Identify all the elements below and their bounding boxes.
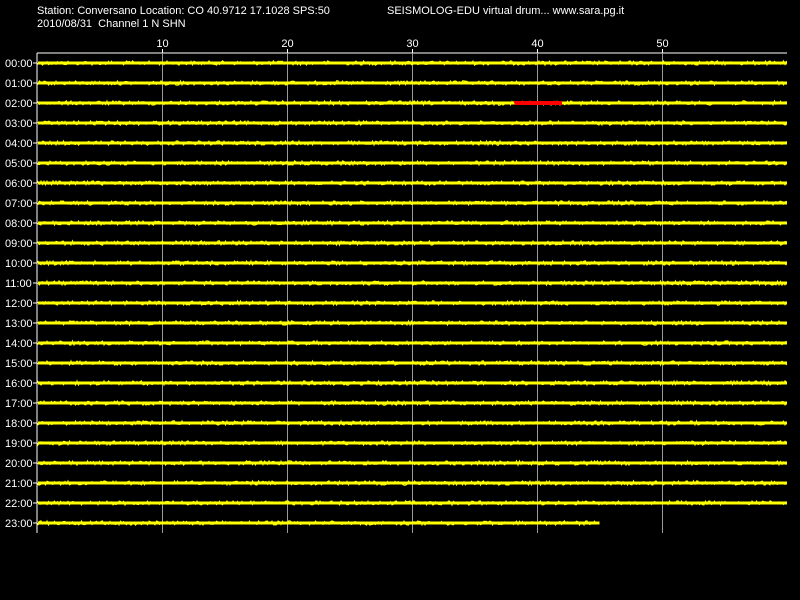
x-tick-label: 20 bbox=[281, 38, 293, 50]
trace-line bbox=[37, 379, 787, 387]
row-time-label: 19:00 bbox=[5, 438, 33, 450]
x-tick-label: 50 bbox=[656, 38, 668, 50]
trace-line bbox=[37, 419, 787, 427]
row-time-label: 21:00 bbox=[5, 478, 33, 490]
row-time-label: 23:00 bbox=[5, 518, 33, 530]
row-time-label: 07:00 bbox=[5, 198, 33, 210]
trace-band bbox=[38, 201, 787, 205]
row-time-label: 05:00 bbox=[5, 158, 33, 170]
station-info: Station: Conversano Location: CO 40.9712… bbox=[37, 5, 330, 17]
row-time-label: 10:00 bbox=[5, 258, 33, 270]
trace-band bbox=[38, 121, 787, 125]
row-time-label: 09:00 bbox=[5, 238, 33, 250]
row-time-label: 18:00 bbox=[5, 418, 33, 430]
trace-line bbox=[37, 159, 787, 167]
trace-line bbox=[37, 319, 787, 327]
x-tick-label: 40 bbox=[531, 38, 543, 50]
trace-line bbox=[37, 199, 787, 207]
row-time-label: 17:00 bbox=[5, 398, 33, 410]
row-time-label: 13:00 bbox=[5, 318, 33, 330]
row-time-label: 16:00 bbox=[5, 378, 33, 390]
trace-line bbox=[37, 99, 787, 107]
row-time-label: 12:00 bbox=[5, 298, 33, 310]
trace-line bbox=[37, 359, 787, 367]
trace-line bbox=[37, 519, 600, 527]
trace-line bbox=[37, 459, 787, 467]
trace-line bbox=[37, 259, 787, 267]
trace-line bbox=[37, 119, 787, 127]
trace-line bbox=[37, 139, 787, 147]
trace-band bbox=[38, 241, 787, 245]
trace-line bbox=[37, 279, 787, 287]
trace-line bbox=[37, 439, 787, 447]
row-time-label: 04:00 bbox=[5, 138, 33, 150]
trace-band bbox=[38, 301, 787, 305]
row-time-label: 15:00 bbox=[5, 358, 33, 370]
trace-line bbox=[37, 179, 787, 187]
trace-band bbox=[38, 281, 787, 285]
row-time-label: 02:00 bbox=[5, 98, 33, 110]
trace-line bbox=[37, 239, 787, 247]
row-time-label: 03:00 bbox=[5, 118, 33, 130]
trace-line bbox=[37, 339, 787, 347]
trace-band bbox=[38, 361, 787, 365]
brand-title: SEISMOLOG-EDU virtual drum... www.sara.p… bbox=[387, 5, 625, 17]
row-time-label: 06:00 bbox=[5, 178, 33, 190]
x-tick-label: 10 bbox=[156, 38, 168, 50]
trace-band bbox=[38, 421, 787, 425]
trace-line bbox=[37, 499, 787, 507]
row-time-label: 14:00 bbox=[5, 338, 33, 350]
trace-band bbox=[38, 141, 787, 145]
trace-band bbox=[38, 341, 787, 345]
x-tick-label: 30 bbox=[406, 38, 418, 50]
trace-band bbox=[38, 61, 787, 65]
row-time-label: 01:00 bbox=[5, 78, 33, 90]
trace-line bbox=[37, 79, 787, 87]
row-time-label: 08:00 bbox=[5, 218, 33, 230]
row-time-label: 20:00 bbox=[5, 458, 33, 470]
trace-band bbox=[38, 441, 787, 445]
row-time-label: 11:00 bbox=[5, 278, 32, 290]
event-trace bbox=[514, 100, 562, 106]
trace-line bbox=[37, 399, 787, 407]
row-time-label: 22:00 bbox=[5, 498, 33, 510]
trace-line bbox=[37, 299, 787, 307]
trace-line bbox=[37, 479, 787, 487]
trace-line bbox=[37, 219, 787, 227]
trace-line bbox=[37, 59, 787, 67]
date-channel-info: 2010/08/31 Channel 1 N SHN bbox=[37, 18, 186, 30]
trace-band bbox=[38, 161, 787, 165]
row-time-label: 00:00 bbox=[5, 58, 33, 70]
